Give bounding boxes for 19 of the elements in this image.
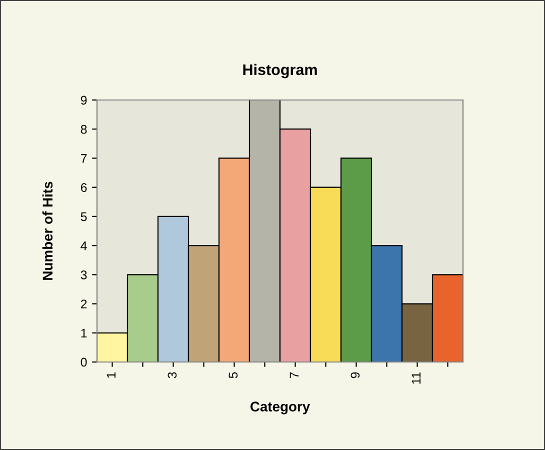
chart-title: Histogram (243, 64, 317, 78)
y-tick-label: 6 (80, 183, 87, 192)
y-tick-label: 4 (80, 241, 87, 250)
y-tick-label: 2 (80, 300, 87, 308)
x-tick-label: 9 (350, 372, 360, 378)
x-tick-label: 1 (106, 372, 116, 378)
y-tick-label: 3 (80, 270, 87, 280)
y-tick-label: 7 (80, 154, 87, 163)
x-tick-label: 5 (228, 372, 238, 378)
x-axis-title: Category (250, 402, 310, 414)
x-tick-label: 11 (412, 372, 420, 384)
x-tick-label: 7 (290, 372, 298, 378)
y-tick-label: 9 (80, 96, 87, 105)
y-tick-label: 0 (80, 358, 87, 367)
y-tick-label: 8 (80, 124, 87, 134)
x-tick-label: 3 (168, 372, 177, 378)
y-tick-label: 5 (80, 212, 87, 222)
y-axis-title: Number of Hits (42, 182, 53, 280)
y-tick-label: 1 (81, 328, 87, 338)
